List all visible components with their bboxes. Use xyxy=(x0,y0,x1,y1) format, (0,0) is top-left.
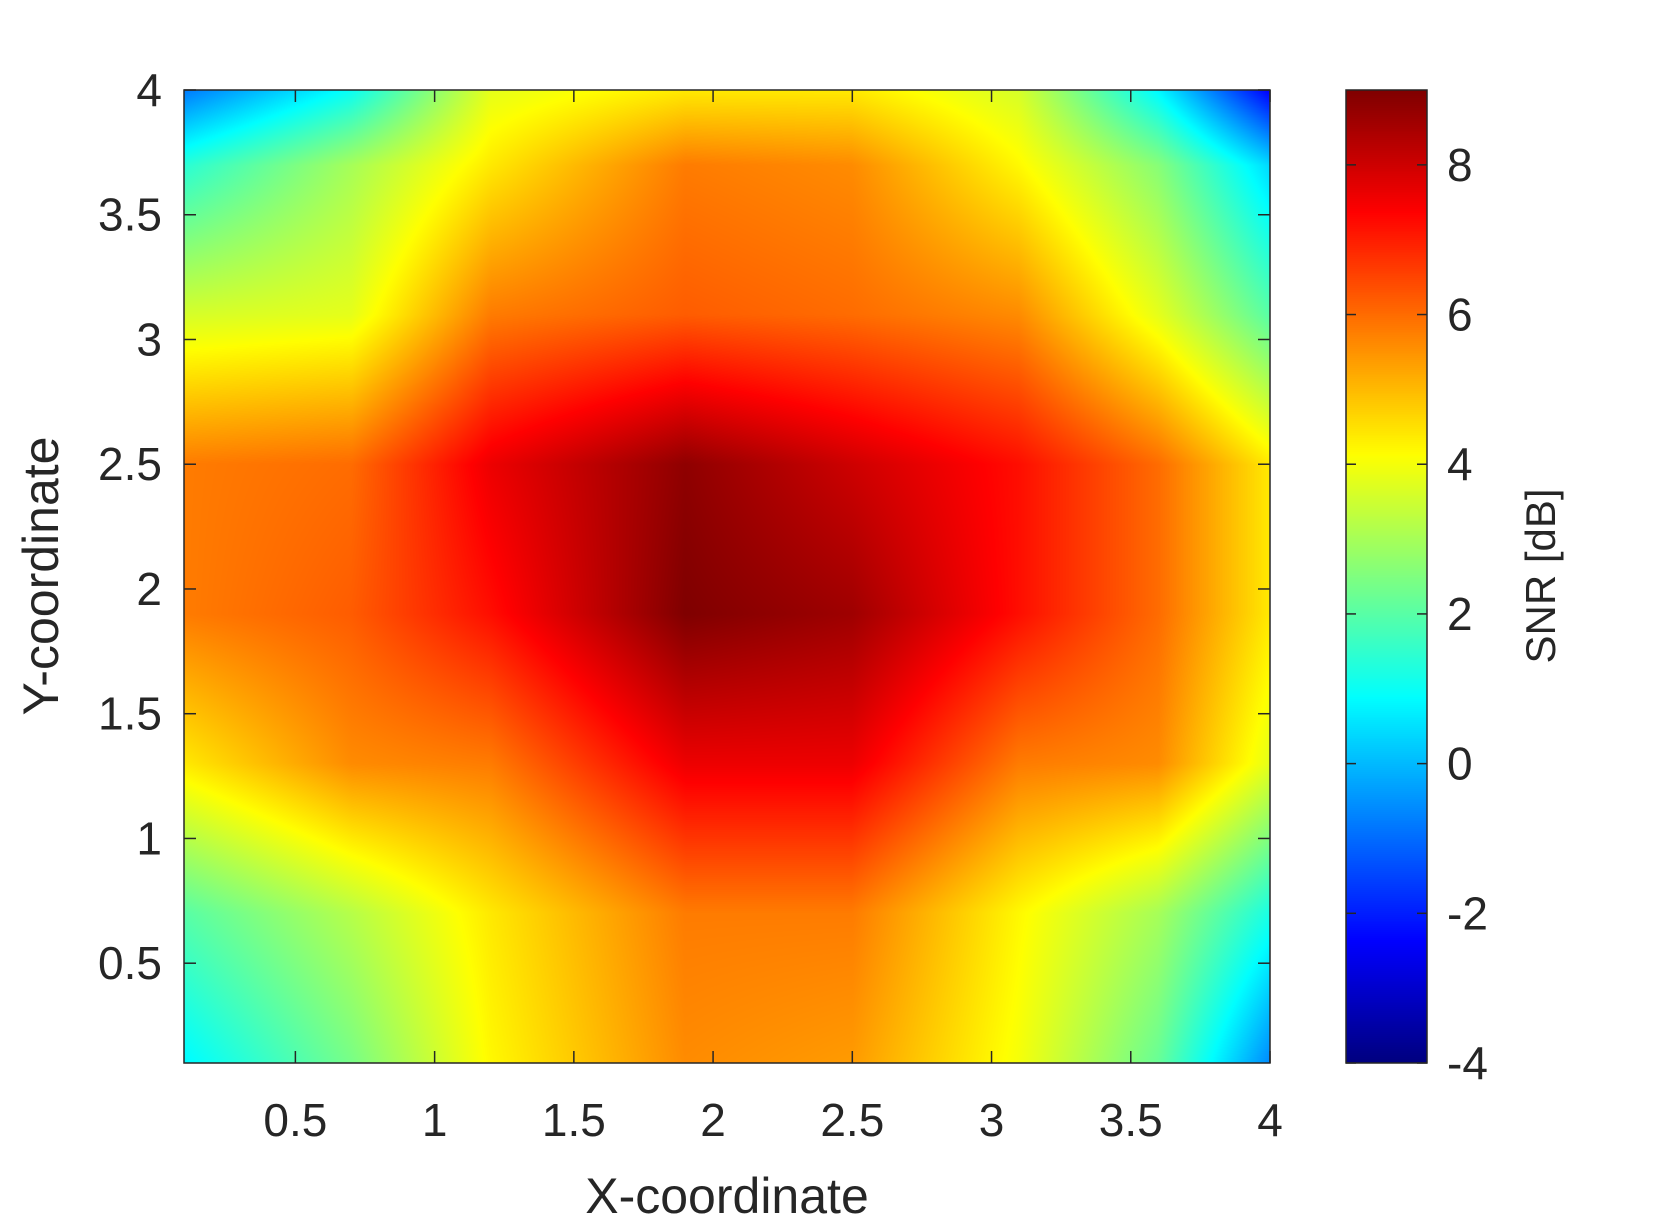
colorbar-tick-label: 2 xyxy=(1447,588,1473,640)
y-tick-label: 3.5 xyxy=(98,189,162,241)
y-tick-label: 1.5 xyxy=(98,688,162,740)
x-tick-label: 0.5 xyxy=(263,1094,327,1146)
colorbar-frame xyxy=(1345,89,1428,1064)
y-tick-label: 2 xyxy=(136,563,162,615)
colorbar-tick-label: -4 xyxy=(1447,1037,1488,1089)
y-tick-label: 3 xyxy=(136,313,162,365)
colorbar-gradient xyxy=(1346,90,1427,1063)
colorbar-tick-label: 4 xyxy=(1447,438,1473,490)
y-tick-label: 4 xyxy=(136,64,162,116)
x-tick-label: 3 xyxy=(979,1094,1005,1146)
x-tick-label: 1 xyxy=(422,1094,448,1146)
y-tick-label: 1 xyxy=(136,812,162,864)
colorbar-label: SNR [dB] xyxy=(1517,488,1564,663)
y-tick-label: 0.5 xyxy=(98,937,162,989)
heatmap-surface xyxy=(184,90,1270,1063)
x-axis: 0.5 1 1.5 2 2.5 3 3.5 4 xyxy=(263,90,1283,1146)
x-tick-label: 3.5 xyxy=(1099,1094,1163,1146)
x-tick-label: 4 xyxy=(1257,1094,1283,1146)
y-axis: 0.5 1 1.5 2 2.5 3 3.5 4 xyxy=(98,64,1270,989)
x-tick-label: 2 xyxy=(700,1094,726,1146)
colorbar-tick-label: -2 xyxy=(1447,887,1488,939)
y-tick-label: 2.5 xyxy=(98,438,162,490)
colorbar-tick-label: 0 xyxy=(1447,738,1473,790)
x-tick-label: 2.5 xyxy=(820,1094,884,1146)
y-axis-label: Y-coordinate xyxy=(13,437,69,716)
colorbar-axis: -4 -2 0 2 4 6 8 xyxy=(1346,139,1488,1089)
x-tick-label: 1.5 xyxy=(542,1094,606,1146)
x-axis-label: X-coordinate xyxy=(585,1168,869,1224)
colorbar-tick-label: 8 xyxy=(1447,139,1473,191)
plot-area-frame xyxy=(183,89,1271,1064)
colorbar-tick-label: 6 xyxy=(1447,289,1473,341)
